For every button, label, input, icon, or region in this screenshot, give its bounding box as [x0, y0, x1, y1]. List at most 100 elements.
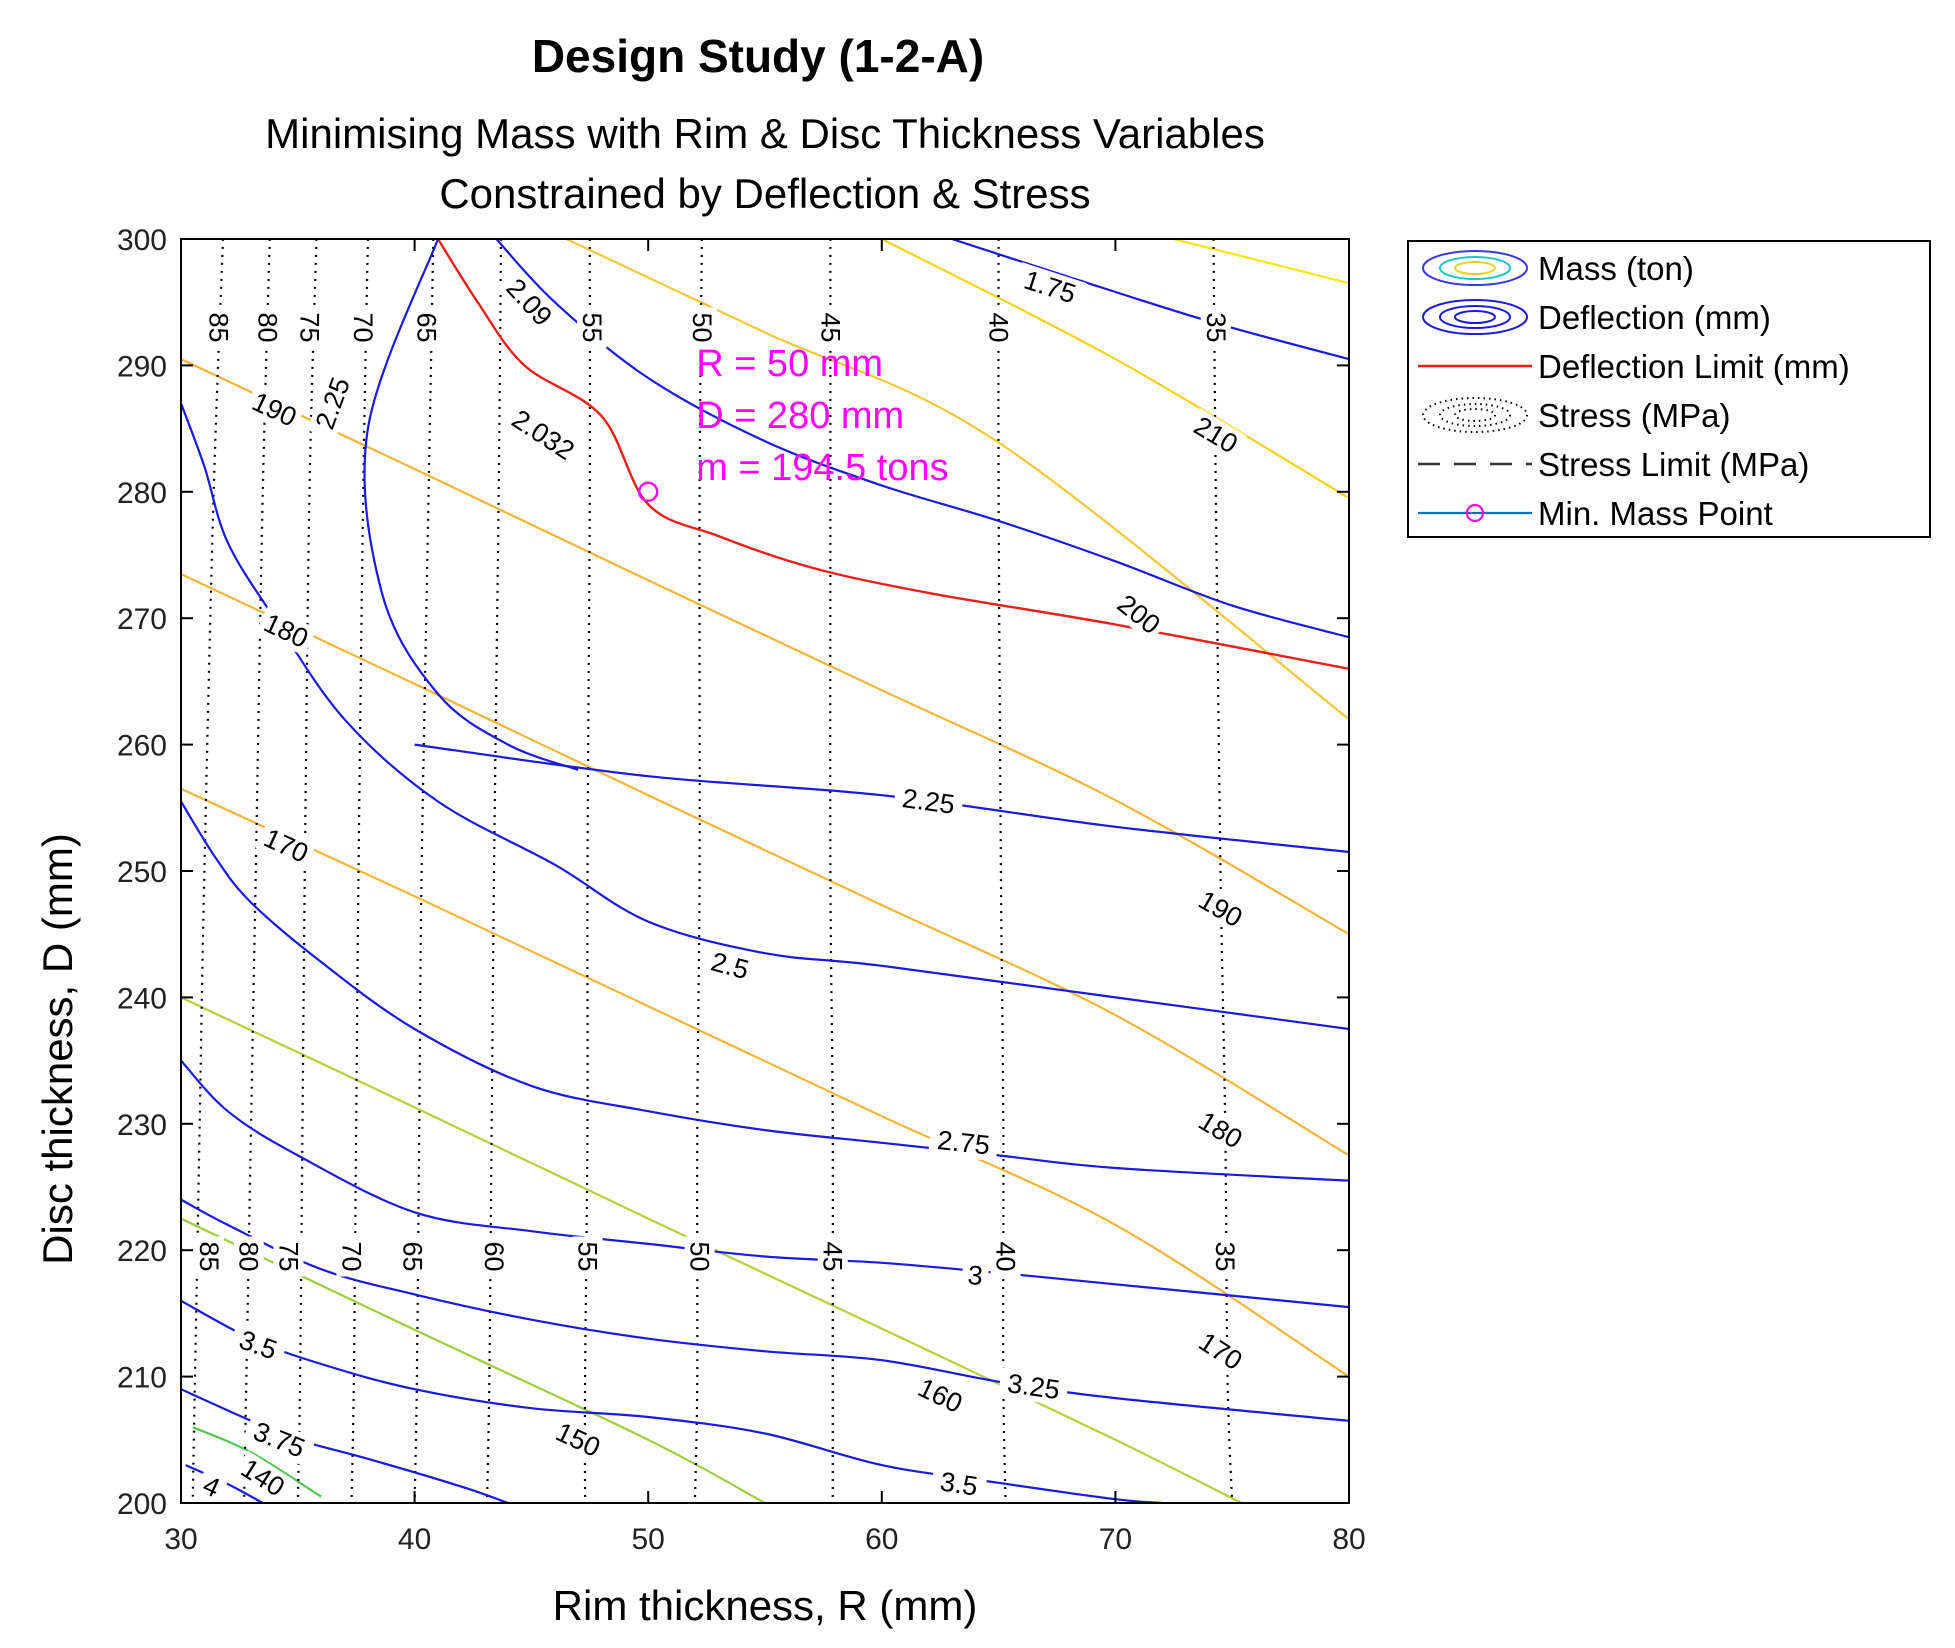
deflection-label-2-0-group: 2.25 — [892, 782, 965, 821]
stress-label-55-0-bg — [577, 307, 608, 348]
x-axis-label: Rim thickness, R (mm) — [553, 1582, 978, 1629]
stress-label-35-1: 35 — [1210, 1241, 1240, 1271]
stress-label-85-0-group: 85 — [203, 307, 234, 348]
deflection-label-8-1-bg — [929, 1465, 988, 1503]
stress-label-65-1-group: 65 — [397, 1236, 428, 1277]
stress-label-35-0-bg — [1200, 307, 1231, 348]
chart-title: Design Study (1-2-A) — [532, 30, 984, 82]
stress-contour-50 — [693, 239, 703, 1503]
deflection-contour-0 — [951, 239, 1349, 361]
deflection-label-8-1: 3.5 — [938, 1466, 980, 1501]
deflection-label-5-0-bg — [928, 1124, 1000, 1162]
y-tick-label-240: 240 — [117, 982, 167, 1015]
deflection-label-7-0-bg — [997, 1367, 1070, 1407]
deflection-label-8-0-bg — [227, 1321, 289, 1369]
stress-label-55-1-group: 55 — [572, 1236, 603, 1277]
deflection-label-2-0-bg — [892, 782, 965, 821]
mass-contour-180 — [181, 573, 1349, 1157]
min-mass-annotation-line-3: m = 194.5 tons — [696, 447, 948, 489]
stress-label-80-0: 80 — [252, 312, 282, 342]
legend-label-5: Stress Limit (MPa) — [1538, 446, 1809, 483]
stress-label-70-0-group: 70 — [348, 307, 379, 348]
stress-label-35-1-bg — [1210, 1236, 1241, 1277]
legend-mass-symbol-inner — [1454, 261, 1496, 275]
mass-contour-170 — [181, 787, 1349, 1378]
mass-contour-150 — [181, 1217, 766, 1503]
deflection-label-9-0-bg — [241, 1413, 317, 1467]
deflection-limit-line — [436, 239, 1349, 670]
y-tick-label-250: 250 — [117, 856, 167, 889]
stress-label-40-1: 40 — [991, 1241, 1021, 1271]
stress-label-75-1-bg — [273, 1236, 304, 1277]
y-tick-label-290: 290 — [117, 350, 167, 383]
mass-label-160-0-bg — [909, 1370, 972, 1421]
stress-label-45-1-group: 45 — [817, 1236, 848, 1277]
deflection-contour-10 — [185, 1464, 264, 1503]
mass-contours — [181, 239, 1349, 1503]
stress-label-45-1: 45 — [818, 1241, 848, 1271]
deflection-label-4-0-bg — [700, 944, 760, 988]
mass-label-190-1-bg — [1189, 882, 1252, 936]
stress-label-40-1-group: 40 — [990, 1236, 1021, 1277]
y-tick-label-260: 260 — [117, 730, 167, 763]
legend-box — [1407, 240, 1931, 538]
stress-label-60-0: 60 — [479, 1241, 509, 1271]
stress-label-70-0: 70 — [348, 312, 378, 342]
stress-label-65-0-group: 65 — [411, 307, 442, 348]
stress-label-70-1-group: 70 — [336, 1236, 367, 1277]
deflection-label-10-0-bg — [193, 1467, 230, 1506]
stress-contour-70 — [350, 239, 369, 1503]
y-tick-label-220: 220 — [117, 1235, 167, 1268]
min-mass-annotation-line-1: R = 50 mm — [696, 343, 883, 385]
deflection-label-6-0: 3 — [966, 1260, 984, 1291]
x-tick-label-80: 80 — [1332, 1523, 1365, 1556]
deflection-contour-7 — [181, 1198, 1349, 1422]
mass-label-210-0-bg — [1184, 408, 1247, 462]
x-tick-label-60: 60 — [865, 1523, 898, 1556]
deflection-contour-6 — [181, 1059, 1349, 1309]
deflection-label-3-0-bg — [306, 366, 359, 441]
y-tick-label-280: 280 — [117, 477, 167, 510]
stress-label-75-0-bg — [294, 307, 325, 348]
legend-label-6: Min. Mass Point — [1538, 495, 1773, 532]
legend: Mass (ton) Deflection (mm) Deflection Limi… — [1407, 240, 1931, 538]
mass-label-140-0-bg — [231, 1450, 294, 1505]
stress-label-65-1-bg — [397, 1236, 428, 1277]
stress-label-85-1: 85 — [194, 1241, 224, 1271]
min-mass-point-marker — [638, 481, 659, 502]
stress-label-70-1: 70 — [337, 1241, 367, 1271]
y-axis-label: Disc thickness, D (mm) — [34, 833, 81, 1265]
stress-label-70-0-bg — [348, 307, 379, 348]
stress-contour-35 — [1212, 239, 1234, 1503]
stress-contour-85 — [191, 239, 225, 1503]
mass-contour-210 — [881, 239, 1349, 500]
stress-label-85-0-bg — [203, 307, 234, 348]
y-tick-label-270: 270 — [117, 603, 167, 636]
chart-subtitle-line-2: Constrained by Deflection & Stress — [439, 170, 1090, 217]
stress-label-80-1: 80 — [234, 1241, 264, 1271]
stress-label-50-1-bg — [684, 1236, 715, 1277]
stress-contours — [191, 239, 1234, 1503]
deflection-label-0-0-bg — [1013, 262, 1087, 312]
stress-label-40-1-bg — [990, 1236, 1021, 1277]
x-tick-label-50: 50 — [632, 1523, 665, 1556]
y-tick-label-300: 300 — [117, 224, 167, 257]
deflection-limit-label-bg — [500, 399, 586, 470]
chart-subtitle-line-1: Minimising Mass with Rim & Disc Thicknes… — [265, 110, 1265, 157]
stress-label-55-0: 55 — [577, 312, 607, 342]
deflection-contour-8 — [181, 1299, 1163, 1503]
x-tick-label-70: 70 — [1099, 1523, 1132, 1556]
min-mass-annotation: R = 50 mm D = 280 mm m = 194.5 tons — [638, 343, 949, 502]
deflection-label-5-0-group: 2.75 — [928, 1124, 1000, 1162]
y-tick-label-200: 200 — [117, 1488, 167, 1521]
stress-contour-80 — [243, 239, 271, 1503]
legend-deflection-symbol-2 — [1454, 310, 1496, 324]
stress-label-40-0: 40 — [984, 312, 1014, 342]
deflection-label-1-0-bg — [495, 267, 564, 338]
mass-label-170-0-bg — [255, 820, 317, 871]
legend-stress-symbol-1 — [1439, 403, 1511, 427]
stress-label-45-0-bg — [815, 307, 846, 348]
deflection-label-7-0: 3.25 — [1005, 1368, 1061, 1405]
x-tick-label-30: 30 — [164, 1523, 197, 1556]
legend-deflection-symbol-1 — [1439, 305, 1511, 329]
